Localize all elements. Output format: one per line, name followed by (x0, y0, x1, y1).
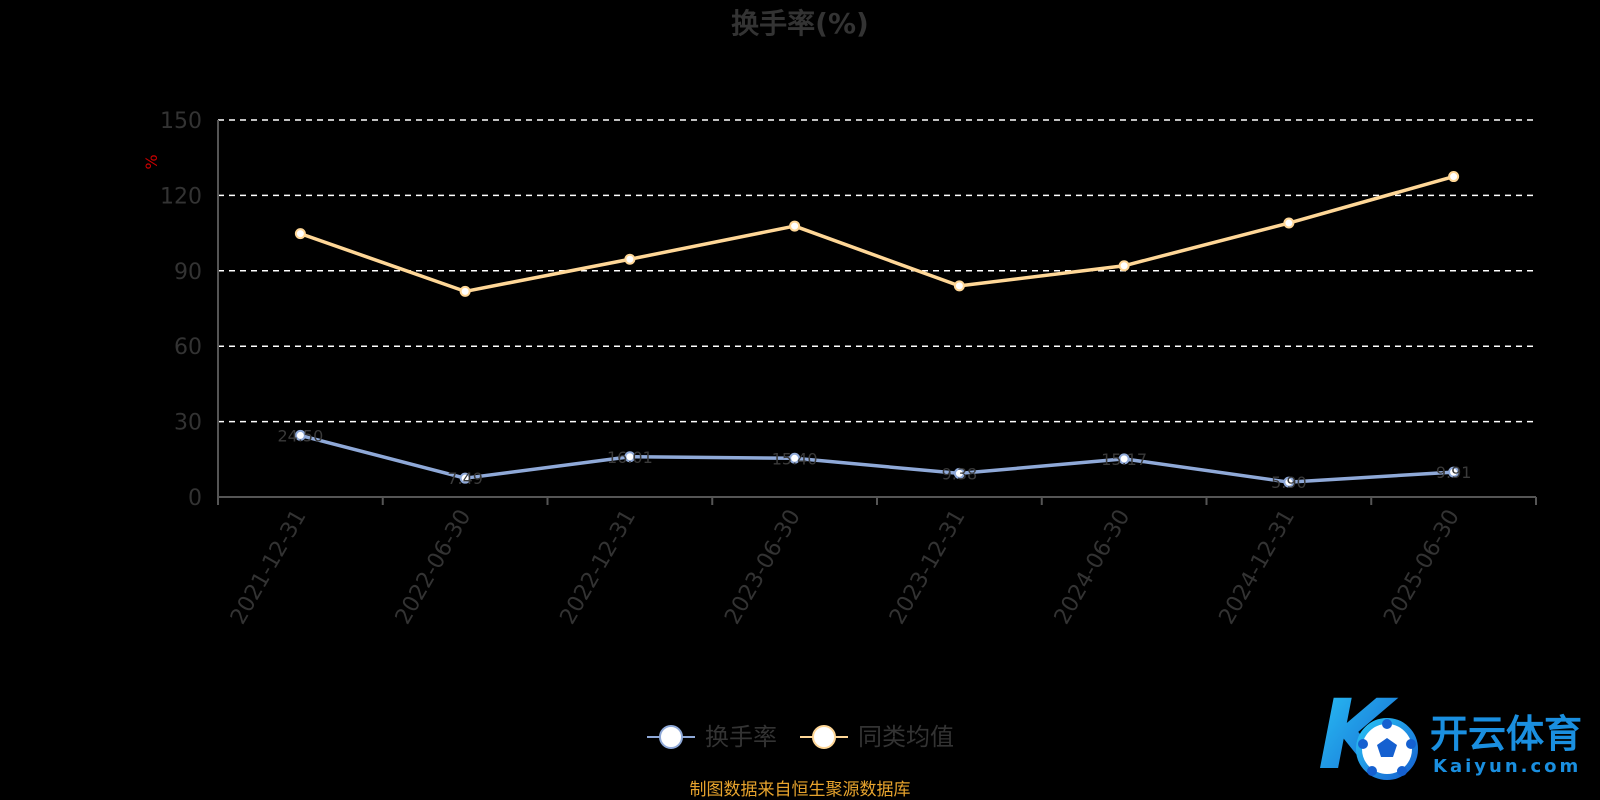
y-tick-labels: 0 30 60 90 120 150 (160, 109, 202, 511)
data-labels: 24.50 7.49 16.01 15.40 9.38 15.17 5.90 9.91 (277, 426, 1471, 492)
data-label: 9.38 (942, 464, 978, 483)
legend-item-turnover[interactable]: 换手率 (647, 723, 777, 751)
watermark: K 开云体育 Kaiyun.com (1318, 679, 1582, 791)
data-label: 15.40 (772, 449, 818, 468)
data-label: 16.01 (607, 448, 653, 467)
series-line-1 (299, 174, 1455, 294)
chart-title: 换手率(%) (731, 7, 869, 40)
axes (217, 120, 1537, 505)
x-tick-label: 2023-06-30 (720, 506, 806, 629)
data-label: 5.90 (1271, 473, 1307, 492)
data-point[interactable] (294, 429, 306, 441)
data-point[interactable] (294, 228, 306, 240)
legend-label-turnover: 换手率 (705, 723, 777, 751)
grid-lines (218, 119, 1536, 423)
legend-marker-turnover (659, 725, 683, 749)
legend-item-peer-average[interactable]: 同类均值 (800, 723, 954, 751)
series-line-0 (299, 433, 1454, 484)
data-point[interactable] (1283, 476, 1295, 488)
data-label: 15.17 (1101, 450, 1147, 469)
data-label: 24.50 (277, 426, 323, 445)
data-point[interactable] (953, 280, 965, 292)
legend-marker-peer-average (812, 725, 836, 749)
x-tick-label: 2022-12-31 (555, 506, 641, 629)
data-point[interactable] (789, 220, 801, 232)
data-point[interactable] (1118, 453, 1130, 465)
data-source-note: 制图数据来自恒生聚源数据库 (690, 780, 911, 800)
x-tick-label: 2024-06-30 (1050, 506, 1136, 629)
data-point[interactable] (789, 452, 801, 464)
watermark-text-cn: 开云体育 (1430, 712, 1582, 756)
data-point[interactable] (624, 451, 636, 463)
x-tick-labels: 2021-12-31 2022-06-30 2022-12-31 2023-06-30… (226, 506, 1465, 629)
y-tick-label: 150 (160, 109, 202, 134)
data-point[interactable] (1448, 466, 1460, 478)
y-tick-label: 120 (160, 184, 202, 209)
data-point[interactable] (1448, 171, 1460, 183)
x-tick-label: 2021-12-31 (226, 506, 312, 629)
x-tick-label: 2024-12-31 (1214, 506, 1300, 629)
y-tick-label: 90 (174, 260, 202, 285)
x-tick-label: 2023-12-31 (885, 506, 971, 629)
data-point[interactable] (624, 253, 636, 265)
soccer-ball-icon (1356, 718, 1418, 780)
x-tick-label: 2025-06-30 (1379, 506, 1465, 629)
x-tick-label: 2022-06-30 (391, 506, 477, 629)
data-point[interactable] (953, 467, 965, 479)
data-point[interactable] (1118, 260, 1130, 272)
y-tick-label: 30 (174, 411, 202, 436)
legend: 换手率 同类均值 (647, 723, 954, 751)
y-tick-label: 60 (174, 335, 202, 360)
legend-label-peer-average: 同类均值 (858, 723, 954, 751)
data-label: 9.91 (1436, 463, 1472, 482)
y-tick-label: 0 (188, 486, 202, 511)
data-point[interactable] (459, 472, 471, 484)
series-lines (294, 171, 1460, 488)
data-point[interactable] (1283, 217, 1295, 229)
y-axis-unit: % (142, 154, 161, 169)
watermark-text-en: Kaiyun.com (1433, 756, 1581, 777)
data-label: 7.49 (447, 469, 483, 488)
data-point[interactable] (459, 285, 471, 297)
